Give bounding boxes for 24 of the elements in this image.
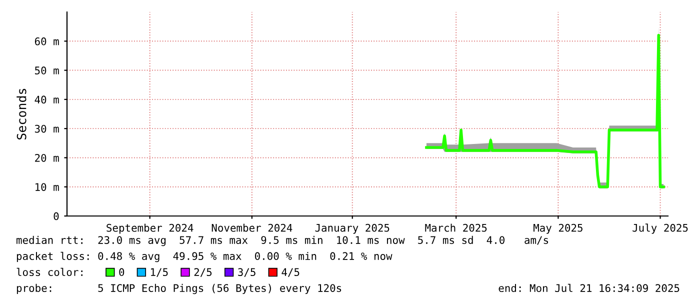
y-tick-label: 50 m [35, 66, 59, 74]
x-tick-label: September 2024 [106, 224, 194, 234]
y-tick-label: 0 [54, 212, 59, 220]
x-tick-label: March 2025 [425, 224, 487, 232]
x-tick-label: May 2025 [534, 224, 582, 234]
legend-label: 1/5 [151, 268, 168, 277]
x-tick-label: July 2025 [632, 224, 688, 234]
y-axis-title: Seconds [16, 88, 26, 140]
y-tick-label: 40 m [34, 96, 59, 104]
text: end: Mon Jul 21 16:34:09 2025 [498, 284, 680, 292]
text: packet loss: 0.48 % avg 49.95 % max 0.00 % min 0.21 % now [16, 252, 392, 262]
y-tick-label: 60 m [34, 37, 59, 46]
text: median rtt: 23.0 ms avg 57.7 ms max 9.5 ms min 10.1 ms now 5.7 ms sd 4.0 am/s [16, 236, 548, 246]
y-tick-label: 20 m [35, 154, 59, 162]
y-tick-label: 10 m [36, 183, 59, 191]
legend-label: 0 [119, 268, 124, 276]
legend-label: 3/5 [238, 268, 256, 277]
legend-label: 4/5 [282, 268, 300, 277]
x-tick-label: November 2024 [212, 224, 292, 232]
legend-label: 2/5 [194, 268, 212, 277]
legend-title: loss color: [16, 268, 82, 276]
y-tick-label: 30 m [34, 124, 59, 133]
x-tick-label: January 2025 [315, 224, 390, 234]
text: probe: 5 ICMP Echo Pings (56 Bytes) every 120s [16, 284, 342, 294]
